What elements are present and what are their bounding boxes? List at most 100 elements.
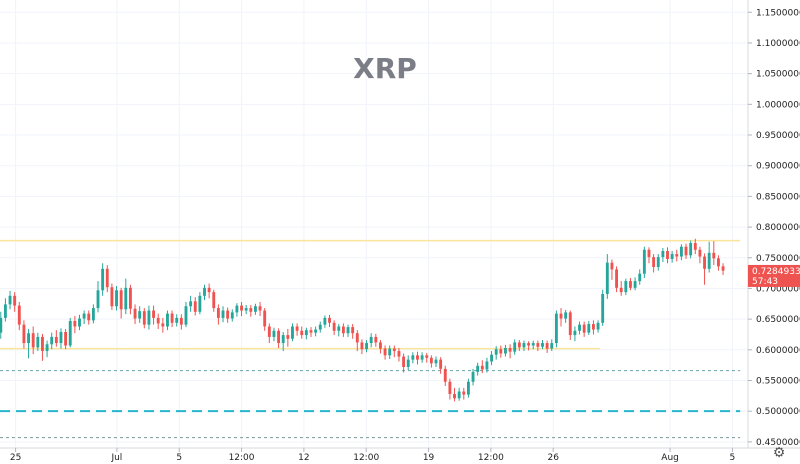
candle-down xyxy=(179,317,183,325)
candle-up xyxy=(78,318,81,327)
candle-up xyxy=(189,301,193,307)
candle-up xyxy=(198,295,202,312)
candle-up xyxy=(679,246,683,257)
candle-down xyxy=(610,262,614,270)
time-axis[interactable]: 25 Jul 5 12:00 12 12:00 19 12:00 26 Aug 5 xyxy=(10,448,735,463)
y-tick-label: 0.50000000 xyxy=(756,407,800,417)
candle-up xyxy=(578,324,581,331)
candle-down xyxy=(152,310,156,318)
candle-up xyxy=(638,273,642,282)
y-tick-label: 0.75000000 xyxy=(756,254,800,264)
candle-up xyxy=(68,320,72,346)
candle-down xyxy=(258,306,262,311)
candle-up xyxy=(531,343,535,346)
x-tick-label: 12:00 xyxy=(229,453,255,463)
candle-down xyxy=(119,290,123,310)
candle-up xyxy=(573,330,577,336)
candle-down xyxy=(309,330,313,333)
candle-down xyxy=(453,393,456,399)
gear-icon[interactable]: ⚙ xyxy=(772,445,786,461)
candle-down xyxy=(226,310,230,319)
candle-down xyxy=(448,381,452,394)
candle-down xyxy=(110,287,114,307)
candle-down xyxy=(591,324,595,330)
candle-down xyxy=(300,330,304,336)
candle-down xyxy=(545,343,549,349)
candle-up xyxy=(323,317,327,325)
candle-up xyxy=(96,290,100,309)
candle-down xyxy=(170,313,174,323)
current-price-tag: 0.72849338 57:43 xyxy=(748,264,800,287)
candle-down xyxy=(698,249,702,257)
candle-up xyxy=(587,324,591,333)
x-tick-label: 5 xyxy=(176,453,182,463)
candle-up xyxy=(365,343,368,350)
candle-down xyxy=(508,347,512,352)
candle-up xyxy=(147,310,151,325)
candle-down xyxy=(619,287,623,293)
candle-down xyxy=(22,324,26,344)
x-tick-label: 5 xyxy=(730,453,736,463)
candle-down xyxy=(684,246,688,256)
candle-down xyxy=(41,336,44,352)
price-axis[interactable]: 0.45000000 0.50000000 0.55000000 0.60000000… xyxy=(748,8,800,448)
candle-up xyxy=(369,336,373,344)
candle-down xyxy=(425,355,429,358)
candle-down xyxy=(499,349,503,354)
candle-up xyxy=(596,322,600,330)
candle-up xyxy=(541,343,544,347)
candle-down xyxy=(647,249,651,258)
candle-up xyxy=(82,313,86,319)
candle-up xyxy=(564,312,568,319)
candle-down xyxy=(374,336,378,343)
candle-down xyxy=(721,266,725,271)
y-tick-label: 0.65000000 xyxy=(756,315,800,325)
candle-up xyxy=(476,365,480,372)
candle-up xyxy=(253,306,257,312)
candle-up xyxy=(434,359,438,364)
candle-down xyxy=(240,305,243,311)
candle-down xyxy=(13,295,17,306)
candle-down xyxy=(193,301,197,312)
candle-up xyxy=(513,342,517,352)
candle-down xyxy=(263,310,267,327)
candle-down xyxy=(31,333,35,348)
candle-down xyxy=(133,308,137,319)
candle-up xyxy=(601,293,605,323)
x-tick-label: 12:00 xyxy=(478,453,504,463)
candle-up xyxy=(466,381,470,395)
candle-up xyxy=(490,354,493,362)
candle-down xyxy=(582,324,586,333)
candle-up xyxy=(494,349,498,355)
candle-up xyxy=(314,329,318,333)
candle-up xyxy=(346,327,350,334)
candle-down xyxy=(54,336,58,344)
candle-down xyxy=(73,320,77,327)
candle-up xyxy=(554,313,558,344)
y-tick-label: 0.95000000 xyxy=(756,131,800,141)
candle-down xyxy=(216,308,220,318)
candle-down xyxy=(332,322,336,331)
candle-up xyxy=(633,281,637,288)
candle-up xyxy=(471,371,475,382)
y-tick-label: 0.70000000 xyxy=(756,284,800,294)
symbol-watermark: XRP xyxy=(353,52,417,85)
candle-up xyxy=(230,312,234,319)
candle-down xyxy=(142,311,146,325)
candle-up xyxy=(235,305,239,313)
candle-down xyxy=(615,269,619,288)
candle-up xyxy=(124,287,128,310)
y-tick-label: 0.45000000 xyxy=(756,438,800,448)
candle-up xyxy=(550,343,554,349)
y-tick-label: 0.85000000 xyxy=(756,192,800,202)
candle-down xyxy=(443,368,447,382)
candle-down xyxy=(527,343,531,346)
candle-up xyxy=(420,355,424,360)
candle-down xyxy=(379,342,382,349)
candle-down xyxy=(712,252,716,259)
x-tick-label: 12:00 xyxy=(353,453,379,463)
x-tick-label: 26 xyxy=(547,453,559,463)
candle-up xyxy=(3,304,7,318)
